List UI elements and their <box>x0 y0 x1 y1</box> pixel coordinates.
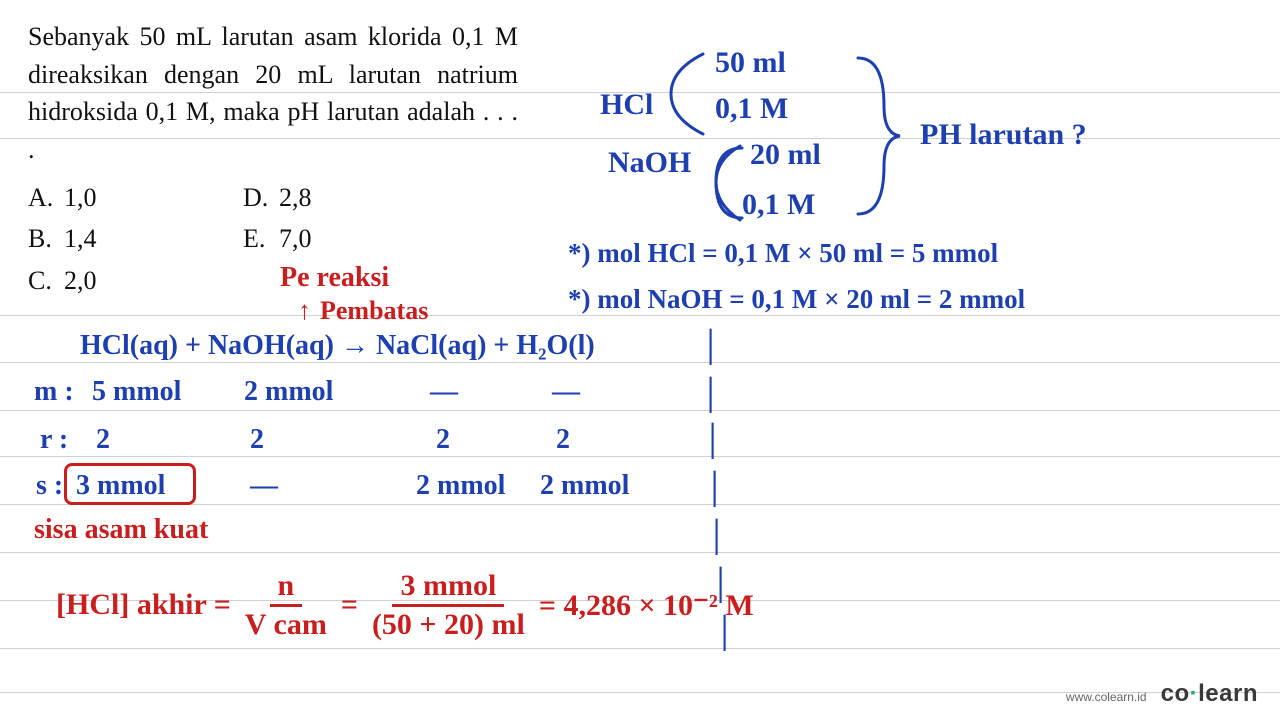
srow-naoh: — <box>250 470 278 502</box>
option-a: A.1,0 <box>28 179 243 217</box>
frac-n-over-v: n V cam <box>245 570 327 640</box>
option-c: C.2,0 <box>28 262 243 300</box>
tick-4: │ <box>704 472 725 506</box>
watermark: www.colearn.id co·learn <box>1066 680 1258 708</box>
rrow-h2o: 2 <box>556 424 570 456</box>
mrow-hcl: 5 mmol <box>92 376 181 408</box>
final-conc-line: [HCl] akhir = n V cam = 3 mmol (50 + 20)… <box>56 570 754 640</box>
srow-hcl: 3 mmol <box>76 470 165 502</box>
tick-3: │ <box>702 424 723 458</box>
reaction-equation: HCl(aq) + NaOH(aq) → NaCl(aq) + H₂O(l) <box>80 330 595 362</box>
watermark-brand: co·learn <box>1161 680 1258 708</box>
given-asked: PH larutan ? <box>920 118 1087 152</box>
question-block: Sebanyak 50 mL larutan asam klorida 0,1 … <box>28 18 518 300</box>
mrow-naoh: 2 mmol <box>244 376 333 408</box>
given-naoh-vol: 20 ml <box>750 138 821 172</box>
brace-naoh-icon <box>710 142 746 224</box>
given-hcl-vol: 50 ml <box>715 46 786 80</box>
arrow-up-icon: ↑ <box>298 296 311 326</box>
option-e: E.7,0 <box>243 220 458 258</box>
tick-7: │ <box>714 616 735 650</box>
option-d: D.2,8 <box>243 179 458 217</box>
annot-pereaksi: Pe reaksi <box>280 262 389 294</box>
srow-nacl: 2 mmol <box>416 470 505 502</box>
option-b: B.1,4 <box>28 220 243 258</box>
mrow-h2o: — <box>552 376 580 408</box>
rrow-nacl: 2 <box>436 424 450 456</box>
annot-pembatas: Pembatas <box>320 296 428 326</box>
calc-mol-hcl: *) mol HCl = 0,1 M × 50 ml = 5 mmol <box>568 238 998 269</box>
question-text: Sebanyak 50 mL larutan asam klorida 0,1 … <box>28 18 518 169</box>
brace-big-icon <box>850 52 906 220</box>
frac-3mmol-over-70ml: 3 mmol (50 + 20) ml <box>372 570 525 640</box>
sisa-asam-kuat: sisa asam kuat <box>34 514 208 546</box>
srow-label: s : <box>36 470 63 502</box>
tick-2: │ <box>700 378 721 412</box>
final-label: [HCl] akhir = <box>56 588 231 622</box>
rrow-naoh: 2 <box>250 424 264 456</box>
rrow-label: r : <box>40 424 68 456</box>
given-hcl-label: HCl <box>600 88 653 122</box>
mrow-label: m : <box>34 376 74 408</box>
brace-hcl-icon <box>665 50 709 138</box>
tick-1: │ <box>700 330 721 364</box>
question-options: A.1,0 B.1,4 C.2,0 D.2,8 E.7,0 <box>28 175 458 300</box>
calc-mol-naoh: *) mol NaOH = 0,1 M × 20 ml = 2 mmol <box>568 284 1025 315</box>
tick-5: │ <box>706 520 727 554</box>
given-hcl-conc: 0,1 M <box>715 92 788 126</box>
equals-1: = <box>341 588 358 622</box>
srow-h2o: 2 mmol <box>540 470 629 502</box>
given-naoh-conc: 0,1 M <box>742 188 815 222</box>
page: Sebanyak 50 mL larutan asam klorida 0,1 … <box>0 0 1280 720</box>
mrow-nacl: — <box>430 376 458 408</box>
tick-6: │ <box>710 568 731 602</box>
rrow-hcl: 2 <box>96 424 110 456</box>
given-naoh-label: NaOH <box>608 146 691 180</box>
watermark-site: www.colearn.id <box>1066 690 1147 704</box>
